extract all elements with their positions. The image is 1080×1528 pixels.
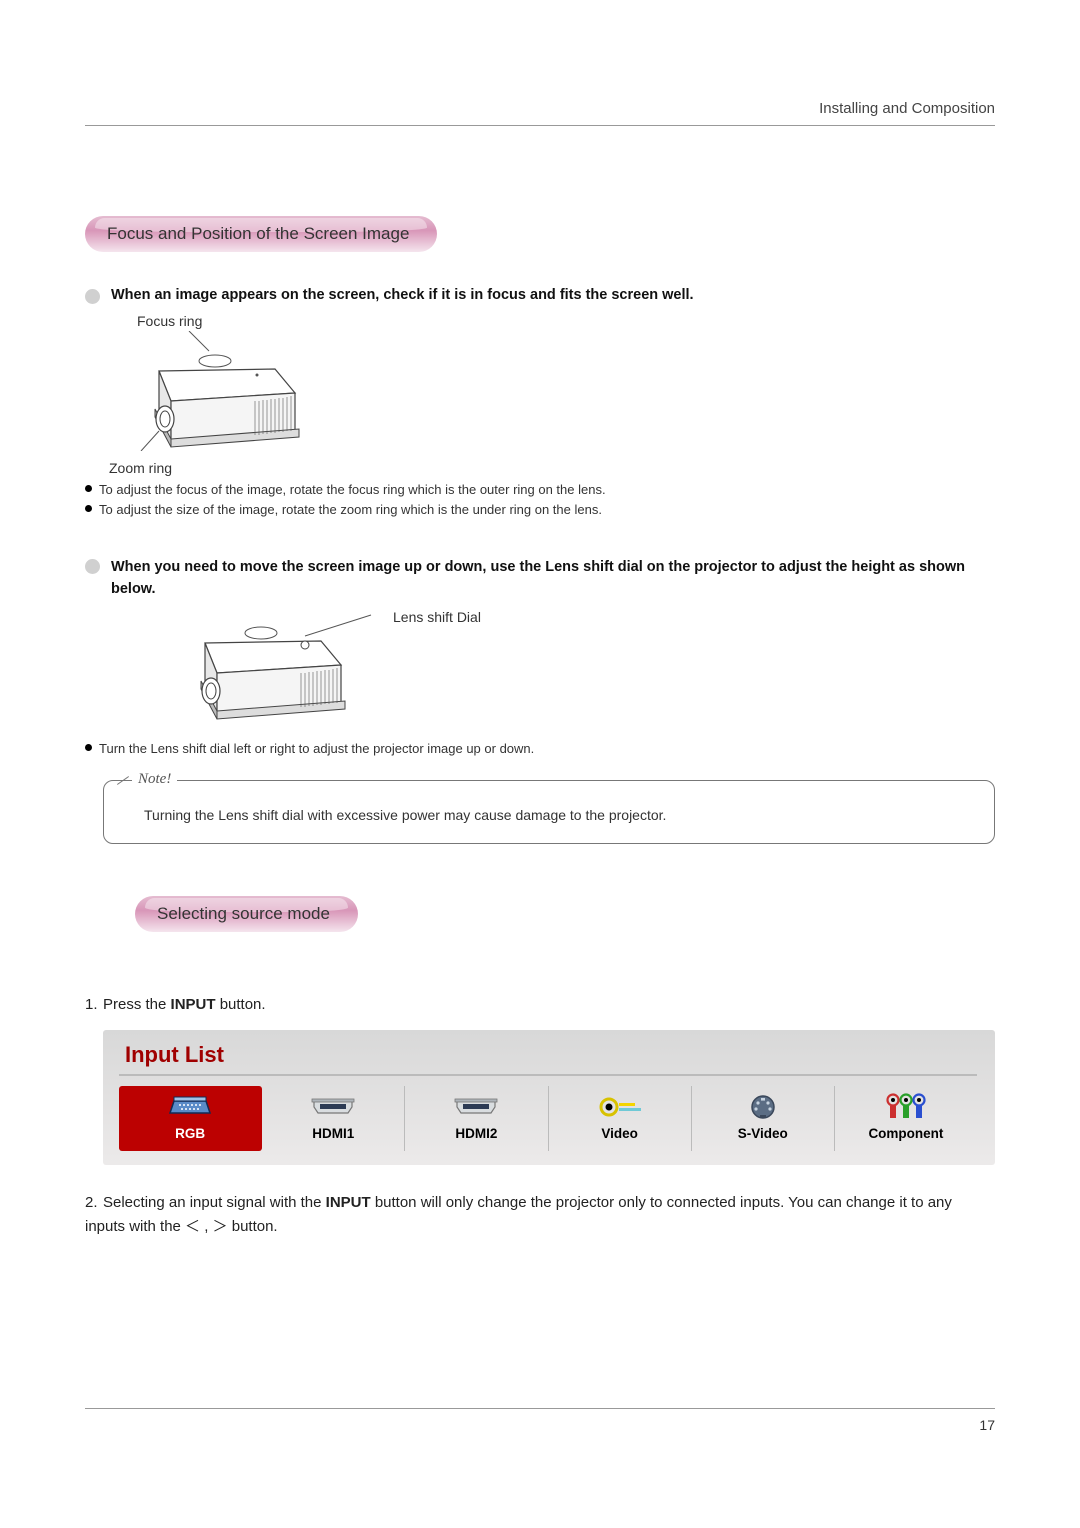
step-2: 2.Selecting an input signal with the INP… — [85, 1191, 995, 1238]
video-icon — [553, 1092, 687, 1122]
note-box: Note! Turning the Lens shift dial with e… — [103, 780, 995, 844]
focus-lead-text: When an image appears on the screen, che… — [85, 287, 995, 303]
input-label: HDMI2 — [409, 1126, 543, 1141]
component-icon — [839, 1092, 973, 1122]
input-label: HDMI1 — [266, 1126, 400, 1141]
zoom-ring-label: Zoom ring — [109, 460, 995, 476]
input-label: Component — [839, 1126, 973, 1141]
input-rgb[interactable]: RGB — [119, 1086, 262, 1151]
lens-shift-dial-label: Lens shift Dial — [393, 609, 481, 625]
focus-bullet-2: To adjust the size of the image, rotate … — [85, 500, 995, 520]
input-label: Video — [553, 1126, 687, 1141]
rgb-icon — [123, 1092, 257, 1122]
header-breadcrumb: Installing and Composition — [85, 100, 995, 117]
input-label: RGB — [123, 1126, 257, 1141]
projector-svg-1 — [127, 331, 307, 451]
input-list-row: RGB HDMI1 — [119, 1086, 977, 1151]
input-hdmi1[interactable]: HDMI1 — [262, 1086, 405, 1151]
top-divider — [85, 125, 995, 126]
note-label: Note! — [132, 771, 177, 788]
hdmi-icon — [266, 1092, 400, 1122]
projector-diagram-2: Lens shift Dial — [173, 611, 995, 731]
focus-bullet-1: To adjust the focus of the image, rotate… — [85, 480, 995, 500]
lens-shift-lead: When you need to move the screen image u… — [85, 557, 995, 601]
input-list-divider — [119, 1074, 977, 1076]
page-number: 17 — [85, 1417, 995, 1433]
focus-ring-label: Focus ring — [137, 313, 995, 329]
input-list-title: Input List — [125, 1042, 971, 1068]
svideo-icon — [696, 1092, 830, 1122]
input-component[interactable]: Component — [835, 1086, 977, 1151]
bottom-divider — [85, 1408, 995, 1409]
input-svideo[interactable]: S-Video — [692, 1086, 835, 1151]
input-list-panel: Input List RGB — [103, 1030, 995, 1165]
projector-svg-2 — [173, 611, 383, 731]
heading-source-mode: Selecting source mode — [135, 896, 358, 932]
hdmi-icon — [409, 1092, 543, 1122]
input-label: S-Video — [696, 1126, 830, 1141]
step-1: 1.Press the INPUT button. — [85, 993, 995, 1016]
projector-diagram-1: Focus ring — [127, 313, 995, 476]
note-text: Turning the Lens shift dial with excessi… — [144, 807, 964, 823]
input-hdmi2[interactable]: HDMI2 — [405, 1086, 548, 1151]
input-video[interactable]: Video — [549, 1086, 692, 1151]
lens-shift-bullet: Turn the Lens shift dial left or right t… — [85, 739, 995, 759]
heading-focus-position: Focus and Position of the Screen Image — [85, 216, 437, 252]
